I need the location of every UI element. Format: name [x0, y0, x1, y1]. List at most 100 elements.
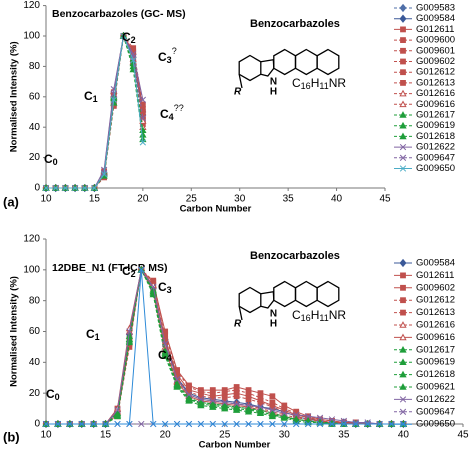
annotation: C2	[122, 30, 136, 45]
annotation-sub: 2	[131, 269, 136, 279]
panel-label: (b)	[3, 429, 20, 444]
marker	[280, 412, 288, 420]
legend-label: G009583	[416, 3, 455, 14]
ring	[260, 58, 275, 77]
marker	[399, 89, 407, 97]
legend-label: G012612	[416, 67, 455, 78]
ring	[273, 48, 297, 76]
legend-label: G009600	[416, 35, 455, 46]
structure-label: Benzocarbazoles	[250, 250, 340, 262]
marker	[197, 388, 204, 395]
marker	[316, 420, 324, 428]
marker	[221, 399, 228, 406]
legend-label: G009647	[416, 152, 455, 163]
marker	[233, 387, 240, 393]
formula: C16H11NR	[292, 76, 346, 91]
annotation-sub: 3	[167, 55, 172, 65]
marker	[293, 411, 300, 418]
marker	[197, 398, 205, 406]
marker	[233, 393, 240, 400]
marker	[150, 283, 157, 290]
marker	[221, 401, 229, 409]
x-tick-label: 30	[234, 194, 246, 205]
atom-label: R	[234, 87, 242, 98]
annotation-sub: 3	[167, 285, 172, 295]
x-tick-label: 45	[379, 194, 391, 205]
marker	[399, 383, 407, 390]
series-line	[46, 35, 144, 189]
marker	[102, 420, 109, 428]
marker	[110, 90, 117, 97]
annotation-text: C	[158, 50, 167, 64]
series-line	[46, 34, 144, 189]
series-line	[46, 34, 144, 189]
marker	[120, 32, 127, 40]
marker	[400, 58, 406, 65]
marker	[209, 400, 217, 407]
marker	[244, 407, 253, 415]
series-line	[46, 34, 144, 189]
marker	[209, 397, 216, 405]
marker	[256, 407, 265, 415]
x-tick-label: 25	[219, 430, 231, 441]
marker	[400, 284, 406, 291]
y-tick-label: 80	[29, 295, 41, 306]
legend-label: G009584	[416, 258, 455, 269]
legend-label: G012622	[416, 142, 455, 153]
marker	[81, 184, 88, 192]
annotation-text: C	[158, 280, 167, 294]
legend-label: G012613	[416, 77, 455, 88]
annotation-sup: ?	[172, 46, 177, 56]
legend-label: G012613	[416, 307, 455, 318]
marker	[197, 401, 205, 409]
marker	[114, 406, 121, 414]
marker	[245, 420, 252, 428]
formula-part: 11	[319, 81, 328, 91]
structure-label: Benzocarbazoles	[250, 18, 340, 30]
marker	[281, 410, 288, 417]
annotation-text: C	[158, 348, 167, 362]
annotation: C0	[46, 387, 60, 402]
series-line	[46, 34, 144, 189]
marker	[197, 396, 205, 403]
series-line	[46, 34, 144, 189]
marker	[42, 184, 50, 192]
panel-label: (a)	[3, 194, 19, 209]
marker	[161, 420, 169, 428]
marker	[221, 388, 228, 395]
marker	[173, 420, 181, 428]
x-tick-label: 35	[283, 194, 295, 205]
marker	[269, 393, 276, 400]
y-tick-label: 60	[29, 326, 41, 337]
marker	[399, 121, 407, 129]
x-tick-label: 20	[137, 194, 149, 205]
marker	[399, 370, 407, 378]
ring	[238, 286, 262, 314]
marker	[130, 57, 137, 64]
marker	[352, 420, 359, 428]
annotation: C2	[122, 264, 136, 279]
marker	[388, 420, 395, 428]
legend-label: G012611	[416, 24, 454, 35]
legend-label: G009619	[416, 120, 455, 131]
marker	[400, 297, 406, 304]
legend-label: G009621	[416, 382, 455, 393]
marker	[209, 403, 217, 410]
marker	[399, 14, 407, 23]
legend-label: G009650	[416, 163, 455, 174]
formula-part: C	[292, 76, 301, 90]
y-tick-label: 80	[29, 61, 41, 72]
x-axis-title: Carbon Number	[180, 204, 252, 215]
series-line	[46, 34, 144, 189]
marker	[257, 403, 264, 411]
marker	[244, 404, 253, 412]
formula-part: NR	[329, 308, 347, 322]
marker	[173, 381, 181, 389]
legend-label: G009650	[416, 419, 455, 430]
legend-label: G012616	[416, 88, 455, 99]
series-line	[46, 34, 144, 189]
marker	[281, 420, 288, 428]
marker	[62, 184, 69, 192]
annotation-text: C	[86, 327, 95, 341]
